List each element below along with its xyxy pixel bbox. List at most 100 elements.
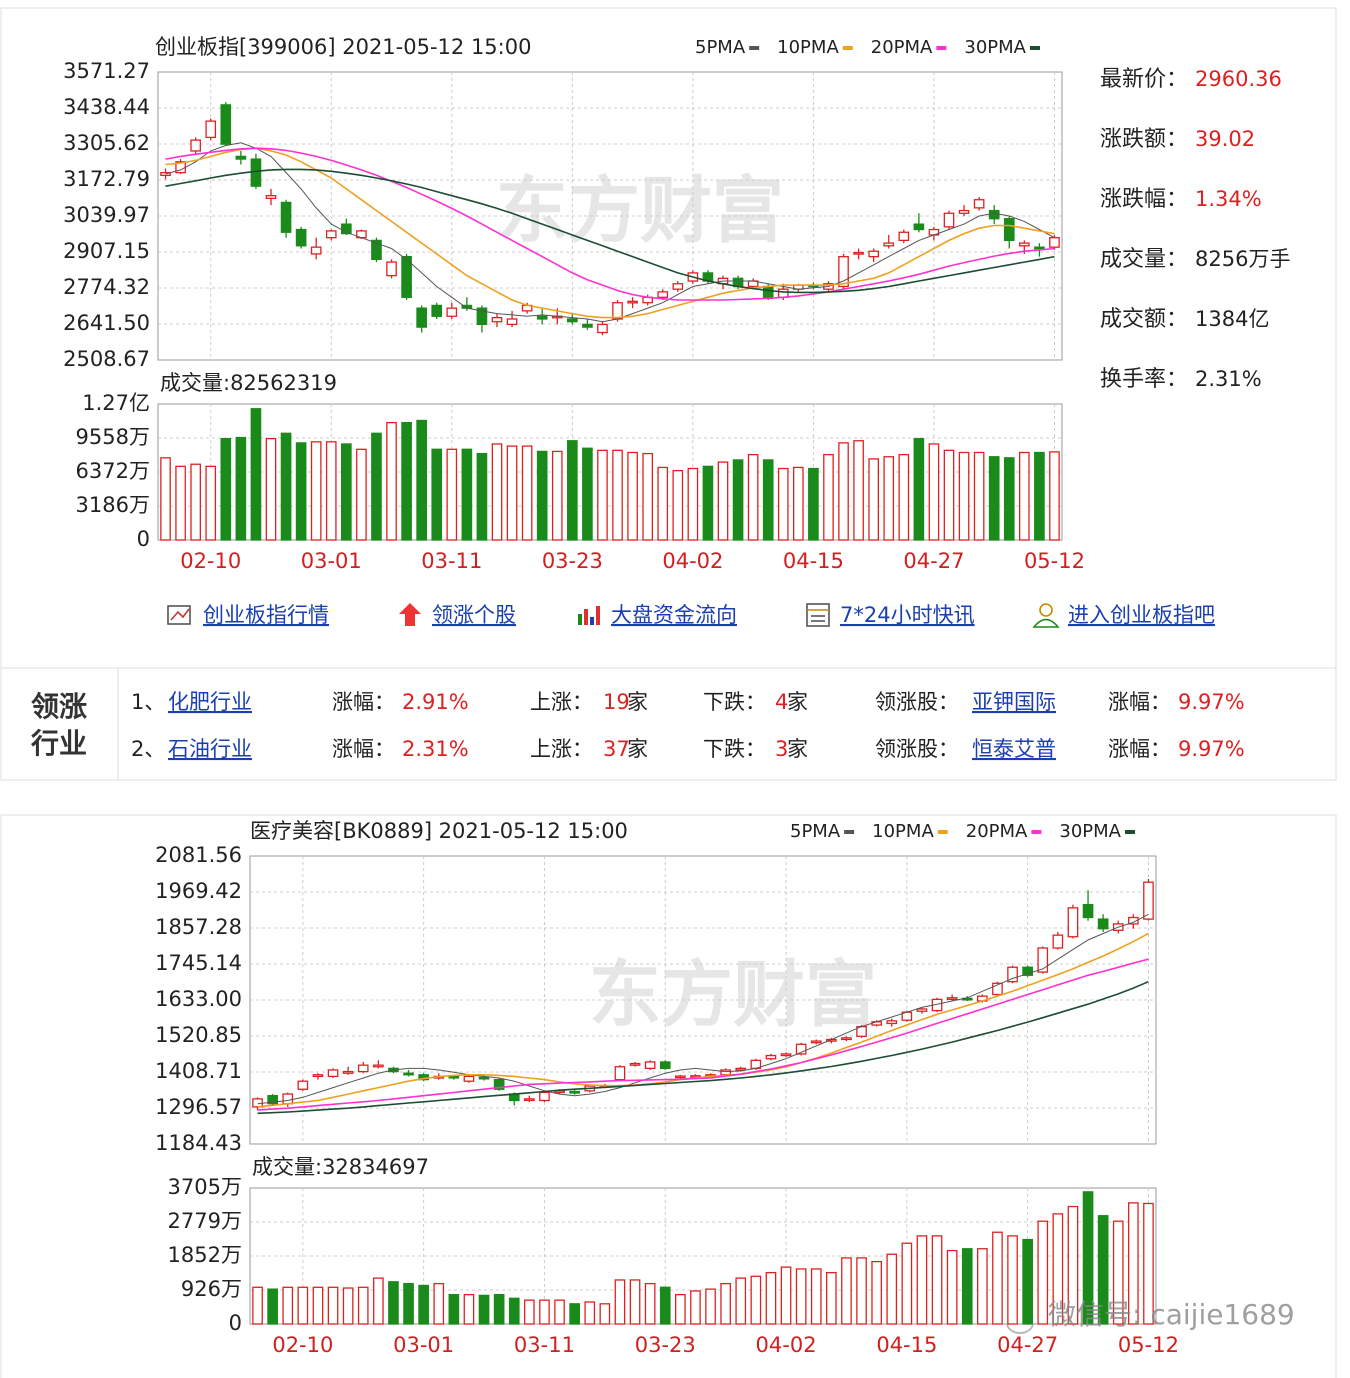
x-tick-label: 05-12 [1118, 1333, 1179, 1357]
panel-frame [0, 814, 1337, 1378]
volume-bar [297, 1286, 309, 1325]
industry-link[interactable]: 恒泰艾普 [972, 737, 1056, 761]
volume-bar [614, 1279, 626, 1325]
volume-bar [856, 1257, 867, 1325]
volume-bar [476, 452, 488, 541]
volume-bar [388, 1281, 399, 1325]
legend-label: 10PMA [872, 821, 934, 842]
volume-bar [491, 443, 503, 541]
industry-link[interactable]: 亚钾国际 [972, 690, 1056, 714]
candle-body [506, 318, 518, 326]
candle-body [280, 201, 292, 233]
candle-body [310, 246, 322, 255]
volume-bar [599, 1303, 611, 1325]
candle-body [1067, 907, 1079, 938]
volume-bar [265, 437, 277, 541]
volume-bar [868, 458, 879, 541]
legend-label: 30PMA [964, 37, 1026, 58]
volume-caption: 成交量:32834697 [252, 1155, 429, 1179]
x-tick-label: 03-01 [393, 1333, 454, 1357]
volume-bar [418, 1284, 429, 1325]
candle-body [777, 288, 789, 298]
candle-body [463, 1075, 475, 1082]
candle-body [1097, 918, 1109, 930]
industry-cell: 领涨股： [875, 737, 959, 761]
candle-body [297, 1080, 309, 1090]
quote-value: 39.02 [1195, 127, 1255, 151]
volume-bar [961, 1248, 973, 1325]
candle-body [250, 158, 262, 187]
candle-body [341, 223, 352, 235]
industry-cell: 下跌： [703, 690, 766, 714]
legend-swatch [749, 46, 760, 50]
volume-bar [508, 1297, 520, 1325]
industry-link[interactable]: 石油行业 [168, 737, 252, 761]
industry-cell: 家 [627, 690, 648, 714]
y-tick-label: 1857.28 [155, 915, 242, 939]
y-tick-label: 1408.71 [155, 1059, 242, 1083]
candle-body [416, 307, 427, 328]
quote-label: 成交额： [1100, 307, 1188, 332]
volume-bar [928, 443, 940, 541]
industry-link[interactable]: 化肥行业 [168, 690, 252, 714]
volume-bar [463, 1293, 475, 1325]
wechat-watermark: 微信号: caijie1689 [1048, 1298, 1295, 1331]
volume-tick-label: 1.27亿 [82, 391, 150, 415]
volume-bar [175, 465, 186, 541]
volume-bar [958, 451, 970, 541]
volume-bar [886, 1253, 898, 1325]
candle-body [973, 199, 985, 209]
candle-body [1019, 242, 1030, 247]
candle-body [282, 1093, 294, 1105]
nav-link[interactable]: 大盘资金流向 [611, 603, 737, 627]
candle-body [868, 250, 879, 258]
volume-bar [433, 1282, 445, 1325]
volume-bar [524, 1299, 535, 1325]
candle-body [795, 1043, 807, 1055]
nav-link[interactable]: 创业板指行情 [203, 603, 329, 627]
volume-bar [371, 432, 382, 541]
volume-bar [898, 453, 910, 541]
y-tick-label: 2641.50 [63, 311, 150, 335]
candle-body [672, 283, 684, 290]
legend-label: 10PMA [777, 37, 839, 58]
y-tick-label: 2081.56 [155, 843, 242, 867]
nav-link[interactable]: 领涨个股 [432, 603, 516, 627]
volume-bar [735, 1277, 747, 1325]
candle-body [567, 318, 578, 323]
nav-link[interactable]: 进入创业板指吧 [1068, 603, 1215, 627]
candle-body [478, 1076, 490, 1080]
quote-label: 最新价： [1100, 67, 1188, 92]
volume-bar [310, 441, 322, 541]
volume-bar [295, 442, 307, 541]
quote-label: 涨跌幅： [1100, 187, 1188, 212]
industry-cell: 2.31% [402, 737, 469, 761]
candle-body [780, 1053, 792, 1057]
y-tick-label: 3305.62 [63, 131, 150, 155]
candle-body [491, 316, 503, 323]
volume-bar [342, 1287, 354, 1325]
candle-body [431, 304, 443, 317]
volume-bar [373, 1277, 384, 1325]
candle-body [841, 1037, 852, 1041]
volume-bar [478, 1294, 490, 1325]
y-tick-label: 1633.00 [155, 987, 242, 1011]
volume-bar [325, 441, 337, 541]
volume-bar [205, 465, 217, 541]
nav-link[interactable]: 7*24小时快讯 [840, 603, 975, 627]
volume-bar [826, 1271, 837, 1325]
ma-line [257, 913, 1149, 1105]
legend-swatch [1029, 46, 1040, 50]
industry-cell: 37 [603, 737, 630, 761]
volume-bar [946, 1249, 958, 1325]
y-tick-label: 3571.27 [63, 59, 150, 83]
industry-cell: 下跌： [703, 737, 766, 761]
legend-swatch [844, 830, 855, 834]
candle-body [992, 982, 1003, 996]
candle-body [357, 1064, 369, 1073]
volume-bar [461, 448, 473, 541]
candle-body [720, 1069, 731, 1076]
watermark: 东方财富 [496, 169, 784, 253]
volume-bar [554, 1299, 565, 1325]
volume-bar [702, 465, 714, 541]
